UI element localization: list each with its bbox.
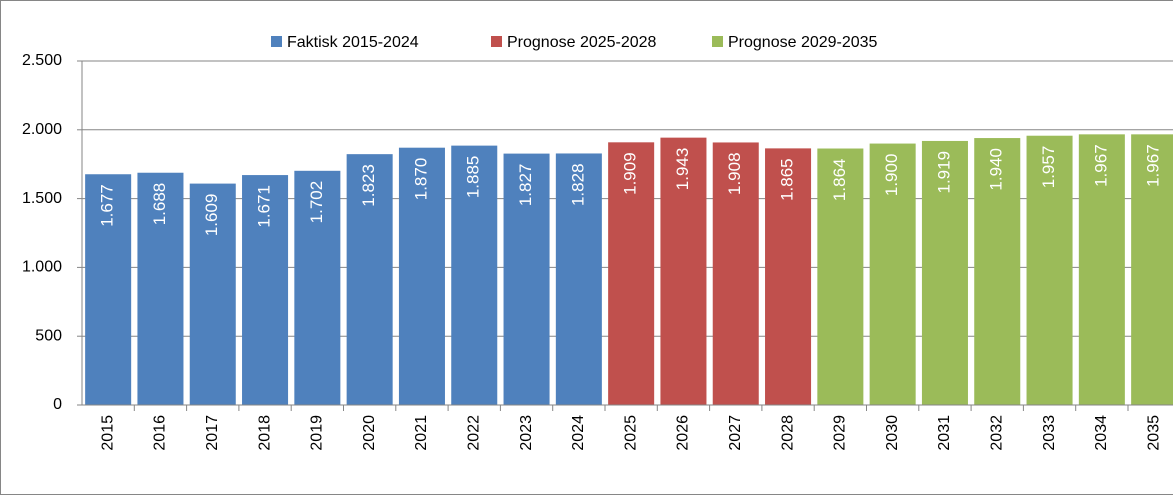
x-tick-label: 2034 <box>1093 415 1110 451</box>
value-label: 1.864 <box>830 159 849 202</box>
x-tick-label: 2023 <box>518 415 535 451</box>
x-tick-label: 2015 <box>99 415 116 451</box>
bar <box>137 172 184 405</box>
bar <box>712 142 759 405</box>
value-label: 1.967 <box>1144 144 1163 187</box>
bar <box>921 140 968 405</box>
bar <box>608 142 655 405</box>
value-label: 1.828 <box>568 163 587 206</box>
x-tick-label: 2020 <box>361 415 378 451</box>
bar <box>398 147 445 406</box>
x-tick-label: 2032 <box>988 415 1005 451</box>
bar <box>555 153 602 405</box>
bar <box>451 145 498 405</box>
legend-label: Faktisk 2015-2024 <box>287 34 419 51</box>
x-tick-label: 2031 <box>936 415 953 451</box>
value-label: 1.943 <box>673 148 692 191</box>
y-tick-label: 0 <box>53 396 62 413</box>
x-tick-label: 2025 <box>622 415 639 451</box>
y-tick-label: 500 <box>35 327 62 344</box>
bar <box>189 183 236 405</box>
bar <box>85 174 132 405</box>
value-label: 1.688 <box>150 183 169 226</box>
legend-swatch <box>491 36 502 47</box>
bar <box>974 138 1021 405</box>
y-tick-label: 1.000 <box>22 259 62 276</box>
value-label: 1.865 <box>778 158 797 201</box>
x-tick-label: 2021 <box>413 415 430 451</box>
x-tick-label: 2026 <box>675 415 692 451</box>
value-label: 1.823 <box>359 164 378 207</box>
bar <box>294 170 341 405</box>
x-tick-label: 2030 <box>884 415 901 451</box>
value-label: 1.677 <box>98 184 117 227</box>
legend-swatch <box>271 36 282 47</box>
value-label: 1.885 <box>464 156 483 199</box>
value-label: 1.671 <box>255 185 274 228</box>
bar <box>660 137 707 406</box>
value-label: 1.609 <box>202 194 221 237</box>
x-tick-label: 2017 <box>204 415 221 451</box>
x-tick-label: 2024 <box>570 415 587 451</box>
y-tick-label: 2.500 <box>22 52 62 69</box>
bar <box>503 153 550 405</box>
x-tick-label: 2019 <box>309 415 326 451</box>
bar <box>1026 135 1073 405</box>
value-label: 1.967 <box>1091 144 1110 187</box>
y-tick-label: 2.000 <box>22 121 62 138</box>
x-tick-label: 2018 <box>256 415 273 451</box>
value-label: 1.702 <box>307 181 326 224</box>
x-tick-label: 2027 <box>727 415 744 451</box>
bar <box>1131 134 1173 405</box>
legend-label: Prognose 2029-2035 <box>728 34 878 51</box>
value-label: 1.827 <box>516 164 535 207</box>
value-label: 1.957 <box>1039 146 1058 189</box>
legend-label: Prognose 2025-2028 <box>507 34 657 51</box>
bar <box>242 175 289 405</box>
x-tick-label: 2029 <box>832 415 849 451</box>
x-tick-label: 2033 <box>1041 415 1058 451</box>
bar <box>869 143 916 405</box>
value-label: 1.909 <box>621 152 640 195</box>
bar <box>765 148 812 405</box>
bar <box>817 148 864 405</box>
value-label: 1.870 <box>411 158 430 201</box>
x-tick-label: 2022 <box>465 415 482 451</box>
x-tick-label: 2035 <box>1145 415 1162 451</box>
bar <box>346 154 393 405</box>
value-label: 1.940 <box>987 148 1006 191</box>
bar <box>1078 134 1125 405</box>
y-tick-label: 1.500 <box>22 190 62 207</box>
x-tick-label: 2028 <box>779 415 796 451</box>
legend-swatch <box>712 36 723 47</box>
value-label: 1.908 <box>725 152 744 195</box>
value-label: 1.900 <box>882 154 901 197</box>
x-tick-label: 2016 <box>152 415 169 451</box>
value-label: 1.919 <box>934 151 953 194</box>
